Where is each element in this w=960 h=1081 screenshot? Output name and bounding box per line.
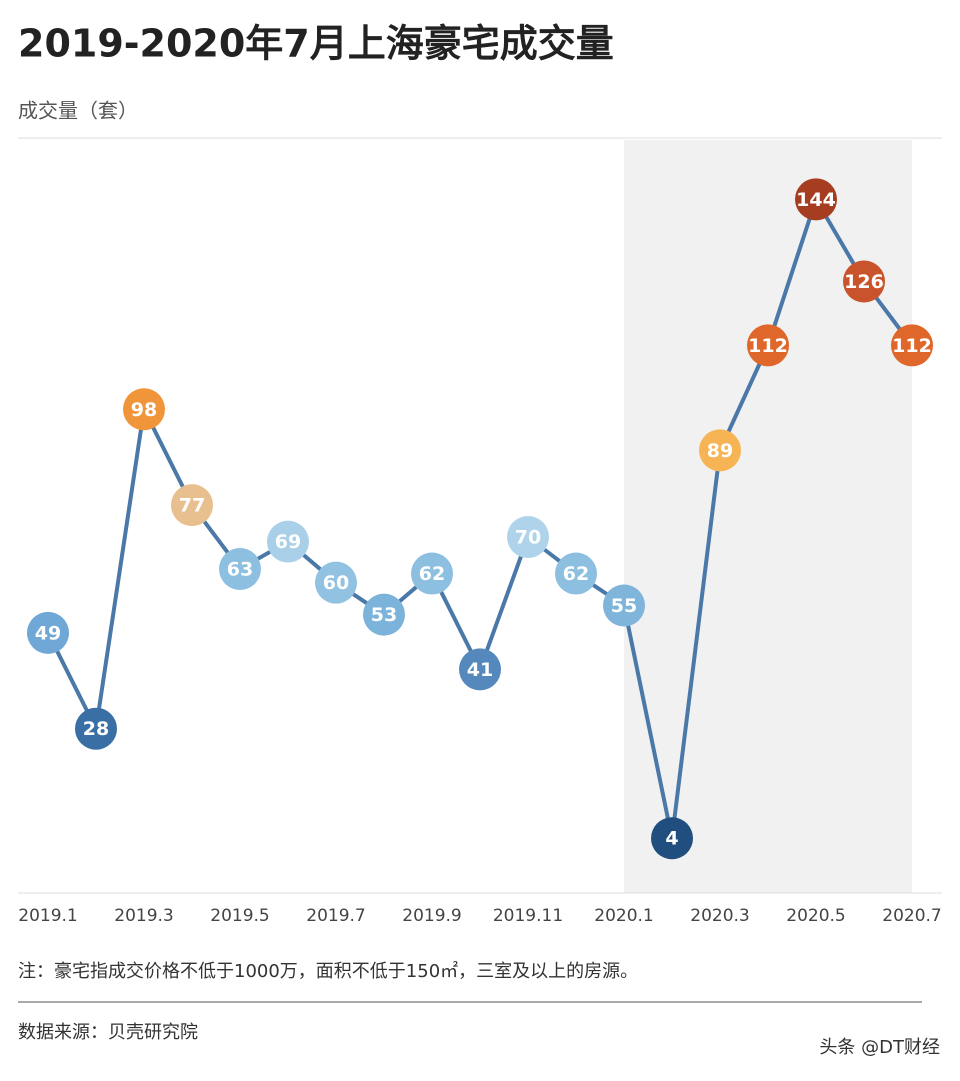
point-label: 144 [796, 189, 836, 211]
point [795, 178, 837, 221]
point [459, 648, 501, 691]
x-tick-label: 2020.5 [786, 906, 845, 926]
point [411, 552, 453, 595]
point [747, 324, 789, 367]
point [507, 516, 549, 559]
point [171, 484, 213, 527]
y-axis-label: 成交量（套） [18, 99, 138, 123]
point [555, 552, 597, 595]
x-tick-label: 2019.5 [210, 906, 269, 926]
point [699, 429, 741, 472]
note: 注：豪宅指成交价格不低于1000万，面积不低于150㎡，三室及以上的房源。 [18, 960, 638, 982]
point [267, 520, 309, 563]
point-label: 112 [748, 335, 788, 357]
x-tick-label: 2019.9 [402, 906, 461, 926]
x-tick-label: 2019.11 [493, 906, 563, 926]
point-label: 4 [665, 828, 678, 850]
point-label: 49 [35, 622, 61, 644]
point [219, 547, 261, 590]
point [315, 561, 357, 604]
point-label: 70 [515, 527, 541, 549]
point [891, 324, 933, 367]
x-tick-label: 2019.1 [18, 906, 77, 926]
point-label: 89 [707, 440, 733, 462]
point-label: 53 [371, 604, 397, 626]
x-tick-label: 2020.1 [594, 906, 653, 926]
point [27, 611, 69, 654]
chart-title: 2019-2020年7月上海豪宅成交量 [18, 22, 614, 66]
point-label: 98 [131, 399, 157, 421]
point-label: 77 [179, 495, 205, 517]
point [651, 817, 693, 860]
point [363, 593, 405, 636]
point-label: 55 [611, 595, 637, 617]
point-label: 112 [892, 335, 932, 357]
point [123, 388, 165, 431]
watermark: 头条 @DT财经 [819, 1037, 940, 1058]
x-tick-label: 2020.7 [882, 906, 941, 926]
point-label: 60 [323, 572, 349, 594]
x-tick-label: 2020.3 [690, 906, 749, 926]
highlight-band [624, 140, 912, 893]
point [75, 707, 117, 750]
point-label: 41 [467, 659, 493, 681]
point-label: 28 [83, 718, 109, 740]
point-label: 126 [844, 271, 884, 293]
point-label: 62 [563, 563, 589, 585]
x-tick-label: 2019.7 [306, 906, 365, 926]
x-tick-label: 2019.3 [114, 906, 173, 926]
source: 数据来源：贝壳研究院 [18, 1022, 198, 1043]
point-label: 62 [419, 563, 445, 585]
point-label: 69 [275, 531, 301, 553]
point [843, 260, 885, 303]
point-label: 63 [227, 558, 253, 580]
point [603, 584, 645, 627]
